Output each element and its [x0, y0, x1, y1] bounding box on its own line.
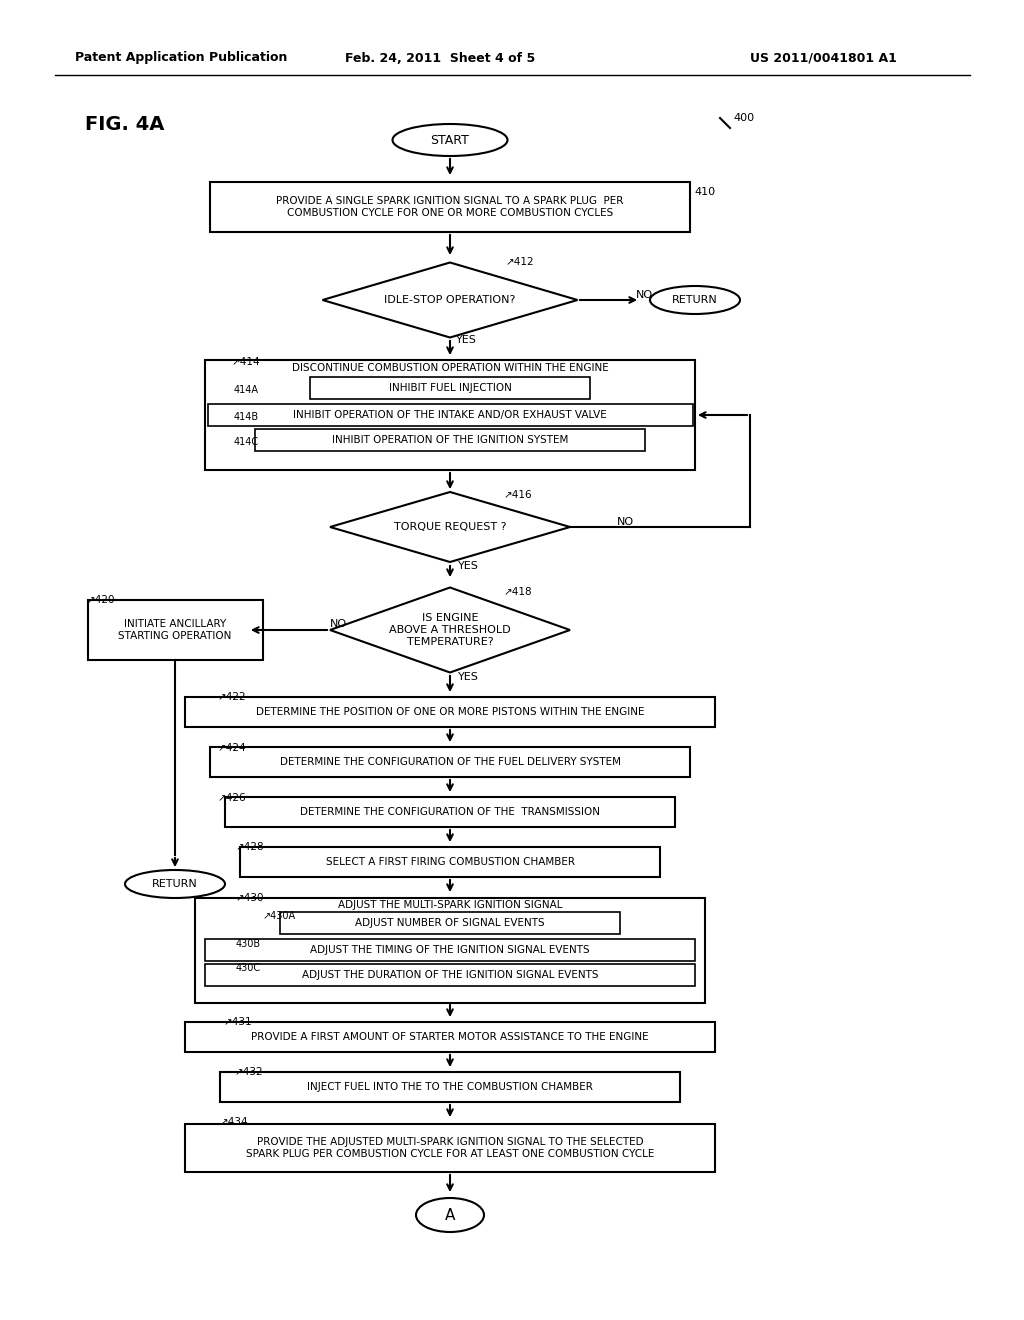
Text: INHIBIT FUEL INJECTION: INHIBIT FUEL INJECTION — [388, 383, 511, 393]
Text: US 2011/0041801 A1: US 2011/0041801 A1 — [750, 51, 897, 65]
Text: ↗418: ↗418 — [504, 587, 532, 597]
FancyBboxPatch shape — [205, 939, 695, 961]
Text: TORQUE REQUEST ?: TORQUE REQUEST ? — [394, 521, 506, 532]
Text: 410: 410 — [694, 187, 715, 197]
FancyBboxPatch shape — [87, 601, 262, 660]
Polygon shape — [330, 587, 570, 672]
Text: YES: YES — [456, 335, 477, 345]
Ellipse shape — [650, 286, 740, 314]
Text: ↗431: ↗431 — [224, 1016, 253, 1027]
Text: DETERMINE THE CONFIGURATION OF THE FUEL DELIVERY SYSTEM: DETERMINE THE CONFIGURATION OF THE FUEL … — [280, 756, 621, 767]
FancyBboxPatch shape — [255, 429, 645, 451]
FancyBboxPatch shape — [205, 360, 695, 470]
Text: ↗422: ↗422 — [218, 692, 247, 702]
Text: 414B: 414B — [234, 412, 259, 422]
Text: FIG. 4A: FIG. 4A — [85, 116, 165, 135]
Text: ADJUST THE MULTI-SPARK IGNITION SIGNAL: ADJUST THE MULTI-SPARK IGNITION SIGNAL — [338, 900, 562, 909]
FancyBboxPatch shape — [185, 1022, 715, 1052]
Text: DETERMINE THE POSITION OF ONE OR MORE PISTONS WITHIN THE ENGINE: DETERMINE THE POSITION OF ONE OR MORE PI… — [256, 708, 644, 717]
Text: INHIBIT OPERATION OF THE IGNITION SYSTEM: INHIBIT OPERATION OF THE IGNITION SYSTEM — [332, 436, 568, 445]
Text: ↗424: ↗424 — [218, 743, 247, 752]
Text: ADJUST THE DURATION OF THE IGNITION SIGNAL EVENTS: ADJUST THE DURATION OF THE IGNITION SIGN… — [302, 970, 598, 979]
Text: YES: YES — [458, 561, 479, 572]
Text: DISCONTINUE COMBUSTION OPERATION WITHIN THE ENGINE: DISCONTINUE COMBUSTION OPERATION WITHIN … — [292, 363, 608, 374]
Text: ↗428: ↗428 — [236, 842, 264, 851]
Text: ↗416: ↗416 — [504, 490, 532, 500]
Text: INHIBIT OPERATION OF THE INTAKE AND/OR EXHAUST VALVE: INHIBIT OPERATION OF THE INTAKE AND/OR E… — [293, 411, 607, 420]
FancyBboxPatch shape — [280, 912, 620, 935]
FancyBboxPatch shape — [195, 898, 705, 1002]
Polygon shape — [323, 263, 578, 338]
FancyBboxPatch shape — [185, 1125, 715, 1172]
Text: 414A: 414A — [234, 385, 259, 395]
FancyBboxPatch shape — [220, 1072, 680, 1102]
Text: PROVIDE A SINGLE SPARK IGNITION SIGNAL TO A SPARK PLUG  PER
COMBUSTION CYCLE FOR: PROVIDE A SINGLE SPARK IGNITION SIGNAL T… — [276, 197, 624, 218]
FancyBboxPatch shape — [310, 378, 590, 399]
Text: Patent Application Publication: Patent Application Publication — [75, 51, 288, 65]
Text: DETERMINE THE CONFIGURATION OF THE  TRANSMISSION: DETERMINE THE CONFIGURATION OF THE TRANS… — [300, 807, 600, 817]
FancyBboxPatch shape — [225, 797, 675, 828]
Text: INITIATE ANCILLARY
STARTING OPERATION: INITIATE ANCILLARY STARTING OPERATION — [119, 619, 231, 640]
Text: IS ENGINE
ABOVE A THRESHOLD
TEMPERATURE?: IS ENGINE ABOVE A THRESHOLD TEMPERATURE? — [389, 614, 511, 647]
Text: NO: NO — [636, 290, 653, 300]
FancyBboxPatch shape — [210, 747, 690, 777]
Text: 430C: 430C — [236, 964, 261, 973]
Text: ↗414: ↗414 — [232, 356, 261, 367]
Text: 414C: 414C — [234, 437, 259, 447]
Text: ↗432: ↗432 — [234, 1067, 263, 1077]
Text: YES: YES — [458, 672, 479, 682]
Text: IDLE-STOP OPERATION?: IDLE-STOP OPERATION? — [384, 294, 516, 305]
Text: ADJUST NUMBER OF SIGNAL EVENTS: ADJUST NUMBER OF SIGNAL EVENTS — [355, 917, 545, 928]
Text: RETURN: RETURN — [153, 879, 198, 888]
Text: 400: 400 — [733, 114, 754, 123]
Text: A: A — [444, 1208, 456, 1222]
Text: ADJUST THE TIMING OF THE IGNITION SIGNAL EVENTS: ADJUST THE TIMING OF THE IGNITION SIGNAL… — [310, 945, 590, 954]
Text: ↗426: ↗426 — [218, 793, 247, 803]
Text: PROVIDE A FIRST AMOUNT OF STARTER MOTOR ASSISTANCE TO THE ENGINE: PROVIDE A FIRST AMOUNT OF STARTER MOTOR … — [251, 1032, 649, 1041]
Text: SELECT A FIRST FIRING COMBUSTION CHAMBER: SELECT A FIRST FIRING COMBUSTION CHAMBER — [326, 857, 574, 867]
Polygon shape — [330, 492, 570, 562]
Text: ↗412: ↗412 — [506, 257, 535, 267]
FancyBboxPatch shape — [210, 182, 690, 232]
Text: ↗434: ↗434 — [220, 1117, 249, 1127]
Text: 430B: 430B — [236, 939, 261, 949]
FancyBboxPatch shape — [240, 847, 660, 876]
Text: Feb. 24, 2011  Sheet 4 of 5: Feb. 24, 2011 Sheet 4 of 5 — [345, 51, 536, 65]
Text: NO: NO — [330, 619, 347, 630]
Ellipse shape — [125, 870, 225, 898]
Text: PROVIDE THE ADJUSTED MULTI-SPARK IGNITION SIGNAL TO THE SELECTED
SPARK PLUG PER : PROVIDE THE ADJUSTED MULTI-SPARK IGNITIO… — [246, 1138, 654, 1159]
Text: NO: NO — [617, 517, 634, 527]
FancyBboxPatch shape — [185, 697, 715, 727]
Ellipse shape — [392, 124, 508, 156]
FancyBboxPatch shape — [208, 404, 692, 426]
Text: ↗420: ↗420 — [87, 595, 116, 605]
FancyBboxPatch shape — [205, 964, 695, 986]
Text: START: START — [430, 133, 469, 147]
Text: ↗430: ↗430 — [236, 894, 264, 903]
Text: RETURN: RETURN — [672, 294, 718, 305]
Ellipse shape — [416, 1199, 484, 1232]
Text: ↗430A: ↗430A — [263, 911, 296, 921]
Text: INJECT FUEL INTO THE TO THE COMBUSTION CHAMBER: INJECT FUEL INTO THE TO THE COMBUSTION C… — [307, 1082, 593, 1092]
